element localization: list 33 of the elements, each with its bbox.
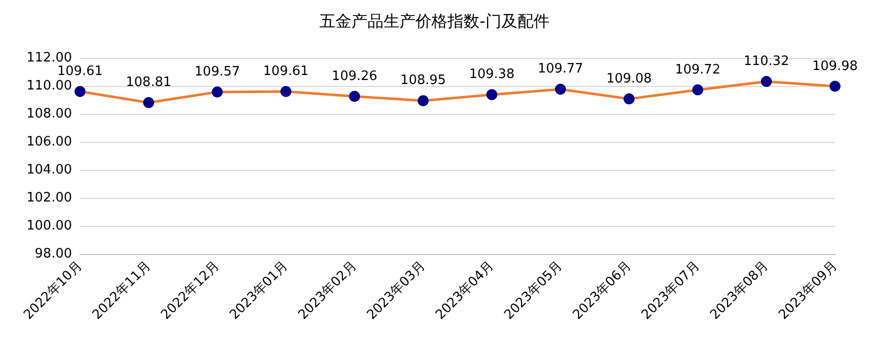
point [349, 90, 360, 102]
data-label: 108.95 [400, 73, 446, 88]
point [486, 89, 498, 100]
point [280, 86, 292, 97]
data-label: 109.26 [332, 68, 378, 84]
data-label: 109.57 [194, 64, 240, 80]
y-tick-label: 104.00 [26, 162, 72, 178]
point [760, 76, 772, 88]
point [418, 95, 429, 106]
y-tick-label: 112.00 [26, 50, 72, 66]
data-label: 109.77 [538, 62, 584, 77]
y-tick-label: 100.00 [26, 218, 72, 234]
data-label: 109.08 [606, 71, 652, 86]
data-label: 109.98 [812, 58, 858, 74]
point [624, 93, 635, 104]
point [143, 97, 154, 108]
point [74, 86, 86, 97]
point [692, 84, 704, 96]
y-tick-label: 102.00 [26, 190, 72, 206]
y-tick-label: 106.00 [26, 134, 72, 150]
y-tick-label: 108.00 [26, 106, 72, 122]
data-label: 109.61 [57, 64, 103, 79]
y-tick-label: 110.00 [26, 78, 72, 94]
data-label: 110.32 [744, 54, 790, 70]
y-tick-label: 98.00 [34, 246, 72, 262]
data-label: 109.61 [263, 64, 309, 79]
data-label: 108.81 [126, 75, 172, 90]
data-label: 109.72 [674, 62, 720, 78]
point [554, 84, 566, 95]
point [212, 86, 223, 98]
chart-title: 五金产品生产价格指数-门及配件 [320, 12, 550, 30]
data-label: 109.38 [469, 67, 515, 82]
point [830, 80, 840, 92]
